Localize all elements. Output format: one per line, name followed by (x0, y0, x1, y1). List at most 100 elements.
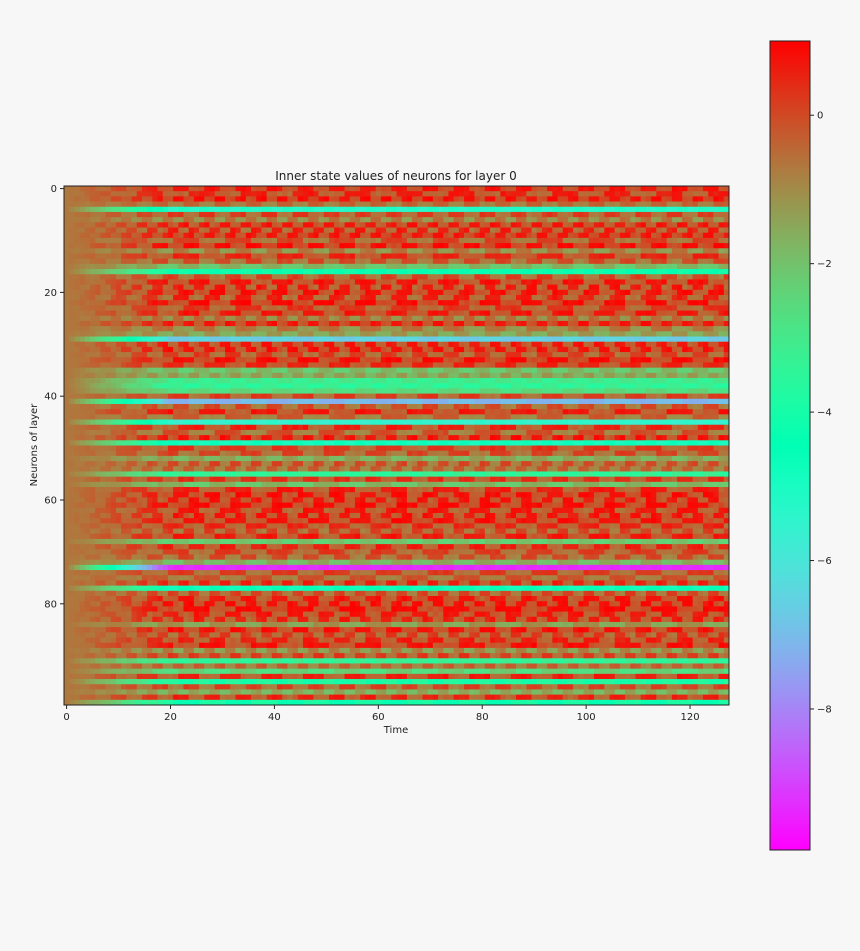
heatmap-cell (302, 336, 309, 343)
heatmap-cell (427, 211, 434, 218)
heatmap-cell (183, 352, 190, 358)
heatmap-cell (625, 186, 631, 192)
heatmap-cell (677, 191, 683, 197)
heatmap-cell (313, 383, 319, 389)
heatmap-cell (318, 372, 325, 379)
heatmap-cell (661, 320, 668, 327)
heatmap-cell (515, 336, 522, 343)
heatmap-cell (391, 186, 397, 192)
heatmap-cell (193, 206, 200, 213)
heatmap-cell (458, 284, 465, 291)
heatmap-cell (406, 289, 413, 296)
heatmap-cell (188, 362, 195, 369)
heatmap-cell (183, 305, 190, 311)
heatmap-cell (193, 284, 200, 291)
heatmap-cell (141, 310, 148, 317)
heatmap-cell (427, 243, 434, 249)
heatmap-cell (666, 341, 673, 348)
heatmap-cell (323, 248, 330, 254)
heatmap-cell (69, 388, 75, 394)
heatmap-cell (126, 326, 132, 332)
heatmap-cell (536, 253, 543, 260)
heatmap-cell (604, 263, 610, 270)
heatmap-cell (199, 320, 205, 327)
heatmap-cell (588, 383, 595, 389)
heatmap-cell (703, 326, 709, 332)
heatmap-cell (115, 243, 122, 249)
heatmap-cell (245, 289, 252, 296)
heatmap-cell (152, 320, 158, 327)
heatmap-cell (604, 331, 610, 337)
heatmap-cell (188, 279, 195, 286)
heatmap-cell (547, 320, 553, 327)
heatmap-cell (645, 258, 652, 265)
heatmap-cell (427, 201, 434, 208)
heatmap-cell (334, 357, 340, 363)
heatmap-cell (510, 336, 517, 343)
heatmap-cell (630, 367, 636, 374)
heatmap-cell (141, 341, 148, 348)
heatmap-cell (495, 357, 501, 363)
heatmap-cell (292, 279, 299, 286)
heatmap-cell (490, 294, 496, 301)
heatmap-cell (547, 336, 553, 343)
heatmap-cell (708, 320, 714, 327)
heatmap-cell (360, 279, 366, 286)
heatmap-cell (110, 186, 117, 192)
heatmap-cell (141, 274, 148, 280)
heatmap-cell (661, 263, 668, 270)
heatmap-cell (308, 248, 314, 254)
heatmap-cell (354, 258, 361, 265)
heatmap-cell (235, 320, 242, 327)
heatmap-cell (141, 352, 148, 358)
heatmap-cell (121, 243, 127, 249)
heatmap-cell (349, 357, 356, 363)
heatmap-cell (121, 191, 127, 197)
heatmap-cell (599, 227, 605, 234)
heatmap-cell (515, 258, 522, 265)
heatmap-cell (84, 248, 91, 254)
heatmap-cell (593, 367, 600, 374)
heatmap-cell (152, 211, 158, 218)
heatmap-cell (344, 357, 351, 363)
heatmap-cell (344, 191, 351, 197)
heatmap-cell (417, 206, 423, 213)
heatmap-cell (230, 352, 236, 358)
heatmap-cell (458, 258, 465, 265)
heatmap-cell (110, 346, 117, 353)
heatmap-cell (536, 248, 543, 254)
heatmap-cell (479, 191, 486, 197)
heatmap-cell (334, 326, 340, 332)
heatmap-cell (552, 372, 558, 379)
heatmap-cell (661, 222, 668, 228)
heatmap-cell (614, 279, 621, 286)
heatmap-cell (687, 263, 694, 270)
heatmap-cell (245, 310, 252, 317)
heatmap-cell (671, 352, 678, 358)
heatmap-cell (204, 289, 210, 296)
heatmap-cell (157, 341, 164, 348)
heatmap-cell (552, 258, 558, 265)
heatmap-cell (401, 341, 408, 348)
heatmap-cell (438, 186, 444, 192)
heatmap-cell (531, 315, 538, 322)
heatmap-cell (599, 289, 605, 296)
heatmap-cell (682, 357, 688, 363)
heatmap-cell (500, 289, 507, 296)
heatmap-cell (505, 378, 512, 384)
heatmap-cell (344, 326, 351, 332)
heatmap-cell (308, 372, 314, 379)
heatmap-cell (692, 258, 699, 265)
heatmap-cell (328, 237, 335, 244)
heatmap-cell (334, 248, 340, 254)
heatmap-cell (105, 336, 112, 343)
heatmap-cell (245, 320, 252, 327)
heatmap-cell (157, 352, 164, 358)
heatmap-cell (277, 320, 283, 327)
heatmap-cell (64, 289, 70, 296)
heatmap-cell (490, 186, 496, 192)
heatmap-cell (79, 227, 86, 234)
heatmap-cell (360, 269, 366, 275)
heatmap-cell (69, 367, 75, 374)
heatmap-cell (567, 269, 574, 275)
